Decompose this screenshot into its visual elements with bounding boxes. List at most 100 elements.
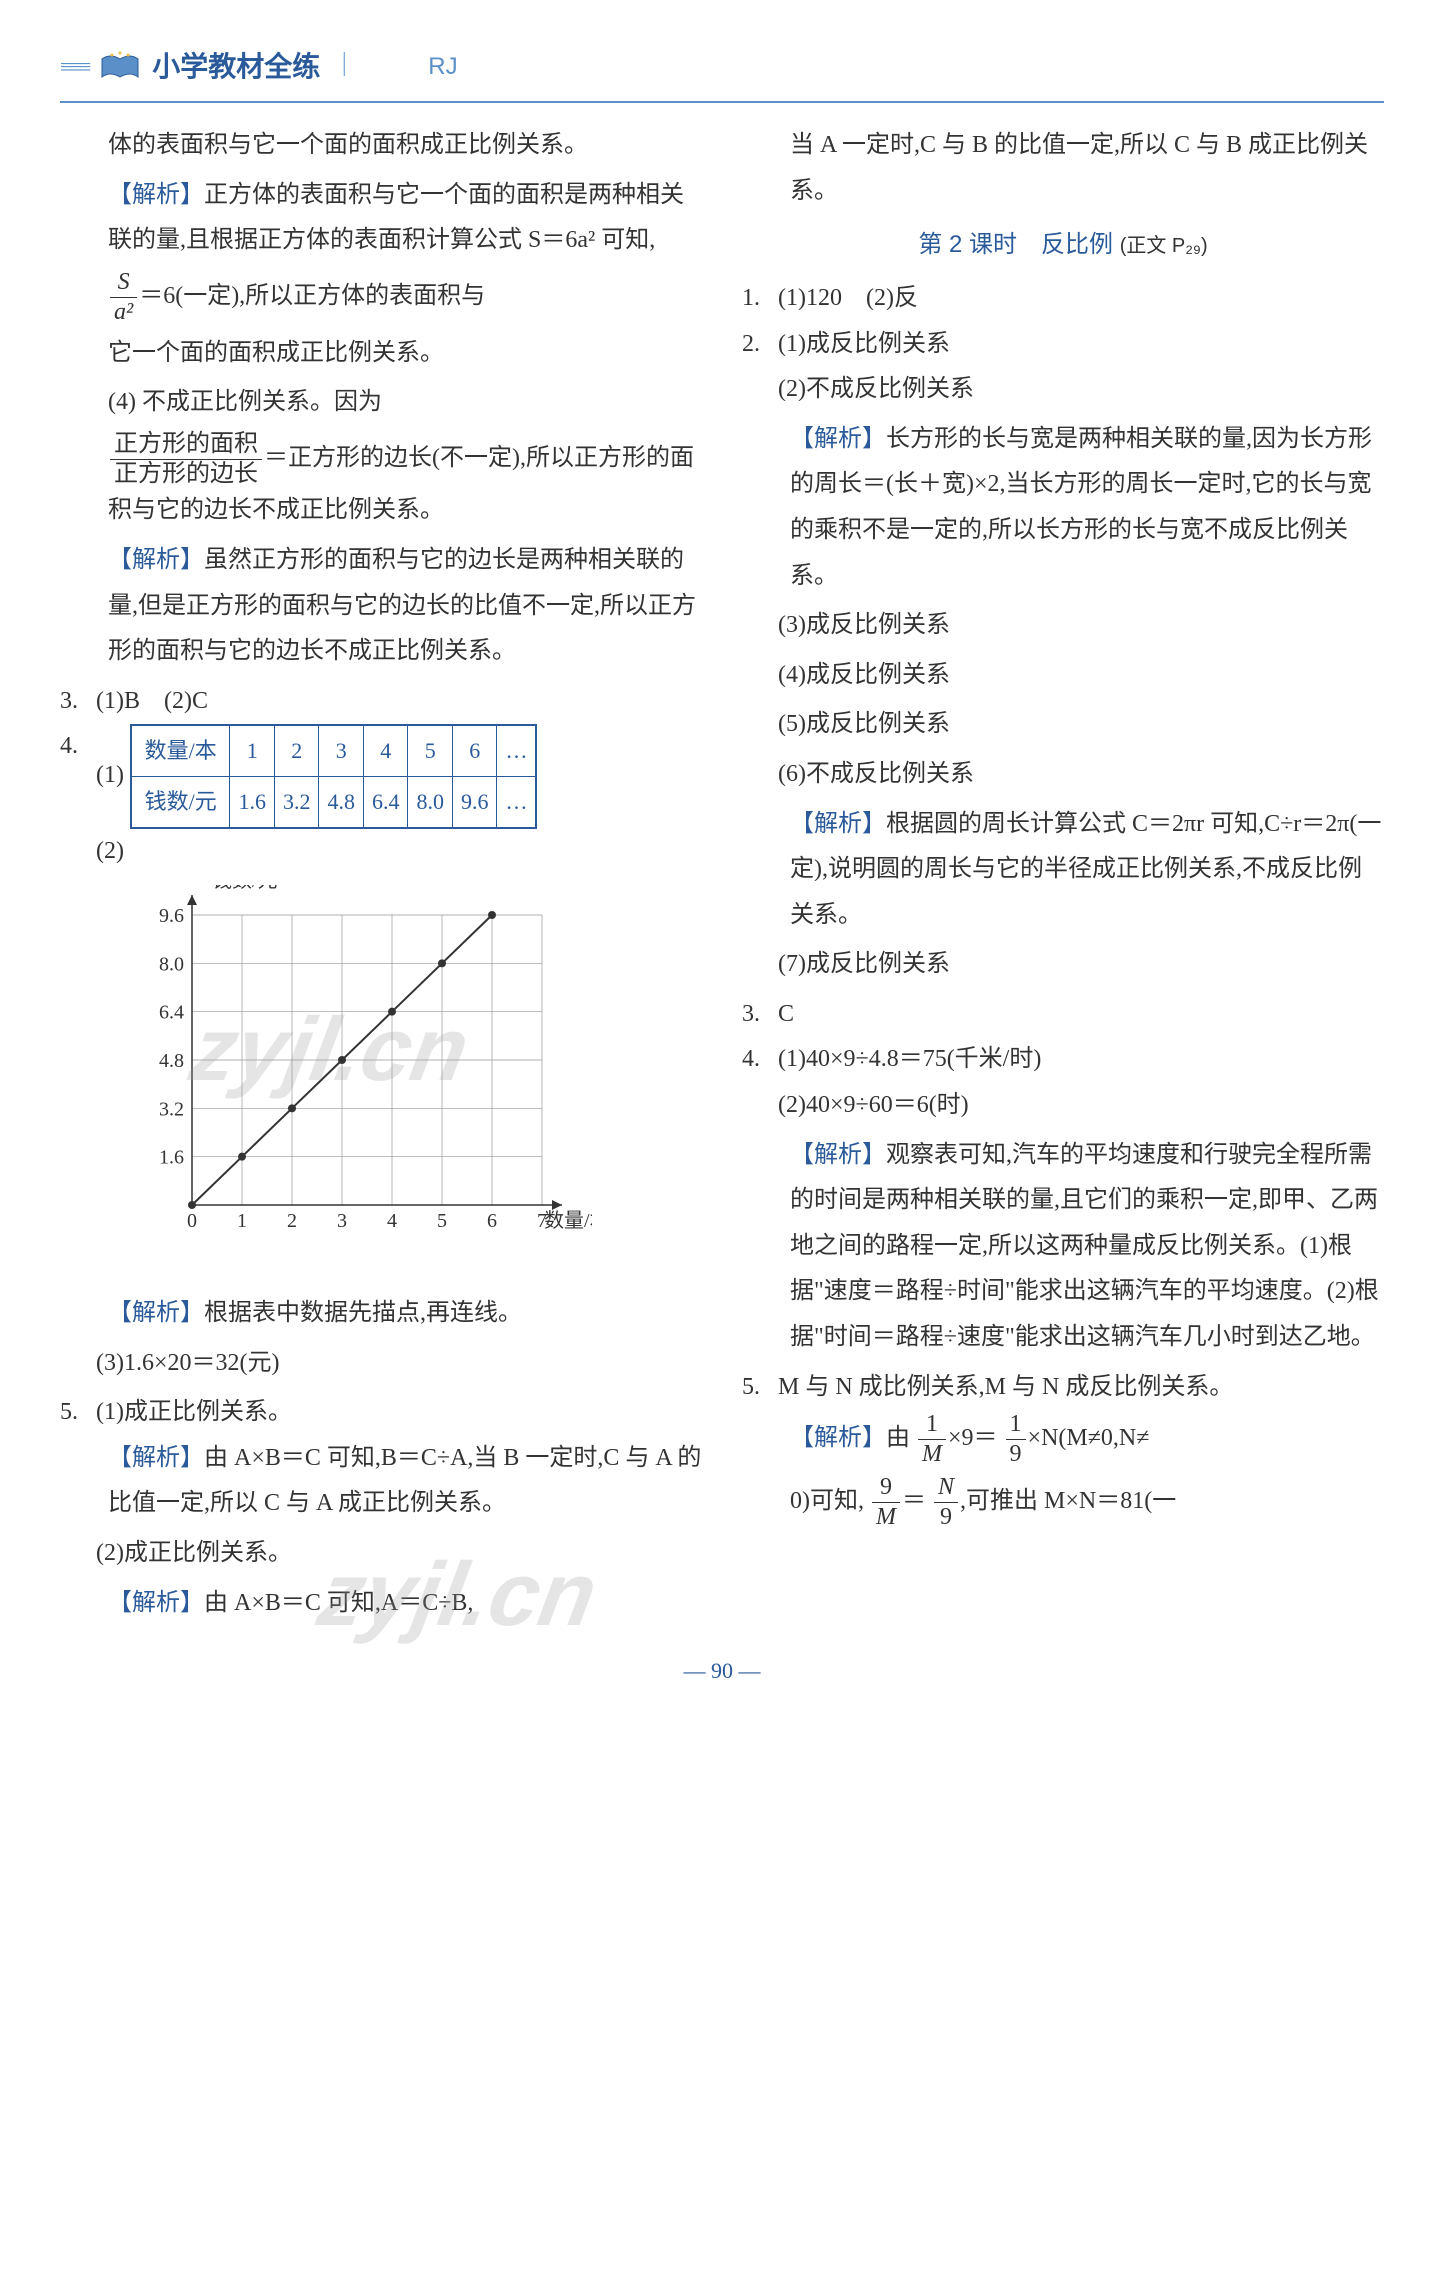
chart-svg: 012345671.63.24.86.48.09.6钱数/元数量/本 — [132, 885, 592, 1265]
svg-text:2: 2 — [287, 1210, 297, 1232]
sub-q: (3)成反比例关系 — [742, 603, 1384, 649]
question-4: 4. (1) 数量/本 1 2 3 4 5 6 … 钱数/元 — [60, 724, 702, 829]
analysis-label: 【解析】 — [790, 1425, 886, 1451]
fraction: S a² — [110, 268, 137, 327]
denominator: a² — [110, 298, 137, 327]
analysis: 【解析】由 A×B＝C 可知,A＝C÷B, — [60, 1581, 702, 1627]
analysis: 【解析】由 1 M ×9＝ 1 9 ×N(M≠0,N≠ — [742, 1410, 1384, 1469]
sub-q: (3)1.6×20＝32(元) — [60, 1341, 702, 1387]
line-chart: 012345671.63.24.86.48.09.6钱数/元数量/本 zyjl.… — [132, 885, 702, 1282]
book-title: 小学教材全练 — [152, 40, 320, 93]
fraction: 正方形的面积 正方形的边长 — [110, 430, 262, 489]
text: 0)可知, — [790, 1488, 864, 1514]
analysis: 【解析】根据圆的周长计算公式 C＝2πr 可知,C÷r＝2π(一定),说明圆的周… — [742, 802, 1384, 939]
page-header: ≡≡≡ 小学教材全练 ｜ RJ — [60, 40, 1384, 103]
analysis-label: 【解析】 — [108, 182, 204, 208]
text: (1)成正比例关系。 — [96, 1390, 702, 1436]
text: 它一个面的面积成正比例关系。 — [60, 331, 702, 377]
data-table: 数量/本 1 2 3 4 5 6 … 钱数/元 1.6 3.2 4.8 — [130, 724, 538, 829]
numerator: 1 — [918, 1410, 946, 1440]
sub-q: (7)成反比例关系 — [742, 942, 1384, 988]
numerator: 1 — [1006, 1410, 1026, 1440]
svg-text:9.6: 9.6 — [159, 905, 184, 927]
cell: … — [497, 777, 537, 828]
question-2: 2. (1)成反比例关系 — [742, 322, 1384, 368]
analysis: 【解析】观察表可知,汽车的平均速度和行驶完全程所需的时间是两种相关联的量,且它们… — [742, 1133, 1384, 1361]
cell: 6.4 — [363, 777, 408, 828]
q-number: 4. — [60, 724, 96, 829]
svg-text:6: 6 — [487, 1210, 497, 1232]
analysis-label: 【解析】 — [790, 1142, 886, 1168]
question-5: 5. M 与 N 成比例关系,M 与 N 成反比例关系。 — [742, 1365, 1384, 1411]
row-header: 数量/本 — [131, 725, 230, 776]
text: ×N(M≠0,N≠ — [1028, 1425, 1150, 1451]
numerator: S — [110, 268, 137, 298]
sub-number: (1) — [96, 762, 124, 788]
analysis-label: 【解析】 — [790, 426, 886, 452]
svg-text:8.0: 8.0 — [159, 953, 184, 975]
content-columns: 体的表面积与它一个面的面积成正比例关系。 【解析】正方体的表面积与它一个面的面积… — [60, 123, 1384, 1630]
header-edition: RJ — [428, 44, 457, 90]
question-3: 3. (1)B (2)C — [60, 679, 702, 725]
analysis-label: 【解析】 — [108, 1300, 204, 1326]
right-column: 当 A 一定时,C 与 B 的比值一定,所以 C 与 B 成正比例关系。 第 2… — [742, 123, 1384, 1630]
cell: 3.2 — [274, 777, 319, 828]
fraction: N 9 — [934, 1473, 958, 1532]
cell: 6 — [452, 725, 497, 776]
svg-text:钱数/元: 钱数/元 — [212, 885, 278, 892]
text: 0)可知, 9 M ＝ N 9 ,可推出 M×N＝81(一 — [742, 1473, 1384, 1532]
sub-q: (6)不成反比例关系 — [742, 752, 1384, 798]
text: ＝6(一定),所以正方体的表面积与 — [139, 283, 485, 309]
text: ＝ — [902, 1488, 926, 1514]
table-row: 数量/本 1 2 3 4 5 6 … — [131, 725, 537, 776]
numerator: 9 — [872, 1473, 900, 1503]
analysis-label: 【解析】 — [108, 1445, 204, 1471]
svg-text:3: 3 — [337, 1210, 347, 1232]
text: M 与 N 成比例关系,M 与 N 成反比例关系。 — [778, 1365, 1384, 1411]
fraction: 1 9 — [1006, 1410, 1026, 1469]
section-ref: (正文 P₂₉) — [1120, 235, 1208, 257]
question-1: 1. (1)120 (2)反 — [742, 276, 1384, 322]
denominator: 正方形的边长 — [110, 460, 262, 489]
analysis: 【解析】由 A×B＝C 可知,B＝C÷A,当 B 一定时,C 与 A 的比值一定… — [60, 1436, 702, 1527]
cell: 9.6 — [452, 777, 497, 828]
svg-text:1: 1 — [237, 1210, 247, 1232]
cell: … — [497, 725, 537, 776]
svg-text:4.8: 4.8 — [159, 1050, 184, 1072]
cell: 4 — [363, 725, 408, 776]
q-number: 3. — [60, 679, 96, 725]
sub-q: (5)成反比例关系 — [742, 702, 1384, 748]
text: 根据表中数据先描点,再连线。 — [204, 1300, 522, 1326]
sub-q: (4)成反比例关系 — [742, 653, 1384, 699]
analysis-label: 【解析】 — [108, 1590, 204, 1616]
text: (1)40×9÷4.8＝75(千米/时) — [778, 1037, 1384, 1083]
sub-q: (2)成正比例关系。 — [60, 1531, 702, 1577]
svg-text:3.2: 3.2 — [159, 1098, 184, 1120]
cell: 1 — [230, 725, 275, 776]
page-number: — 90 — — [60, 1650, 1384, 1692]
q-answer: (1)120 (2)反 — [778, 276, 1384, 322]
analysis: 【解析】正方体的表面积与它一个面的面积是两种相关联的量,且根据正方体的表面积计算… — [60, 173, 702, 264]
cell: 8.0 — [408, 777, 453, 828]
numerator: 正方形的面积 — [110, 430, 262, 460]
svg-text:数量/本: 数量/本 — [544, 1209, 592, 1232]
fraction: 9 M — [872, 1473, 900, 1532]
text: ,可推出 M×N＝81(一 — [960, 1488, 1176, 1514]
q-number: 2. — [742, 322, 778, 368]
denominator: 9 — [1006, 1440, 1026, 1469]
book-icon — [100, 51, 140, 83]
text: 观察表可知,汽车的平均速度和行驶完全程所需的时间是两种相关联的量,且它们的乘积一… — [790, 1142, 1379, 1350]
numerator: N — [934, 1473, 958, 1503]
cell: 2 — [274, 725, 319, 776]
sub-q: (2)不成反比例关系 — [742, 367, 1384, 413]
cell: 4.8 — [319, 777, 364, 828]
question-3: 3. C — [742, 992, 1384, 1038]
analysis-label: 【解析】 — [108, 547, 204, 573]
q-number: 4. — [742, 1037, 778, 1083]
cell: 1.6 — [230, 777, 275, 828]
q-number: 5. — [60, 1390, 96, 1436]
denominator: 9 — [934, 1503, 958, 1532]
svg-text:1.6: 1.6 — [159, 1146, 184, 1168]
svg-text:4: 4 — [387, 1210, 397, 1232]
sub-number: (2) — [96, 838, 124, 864]
